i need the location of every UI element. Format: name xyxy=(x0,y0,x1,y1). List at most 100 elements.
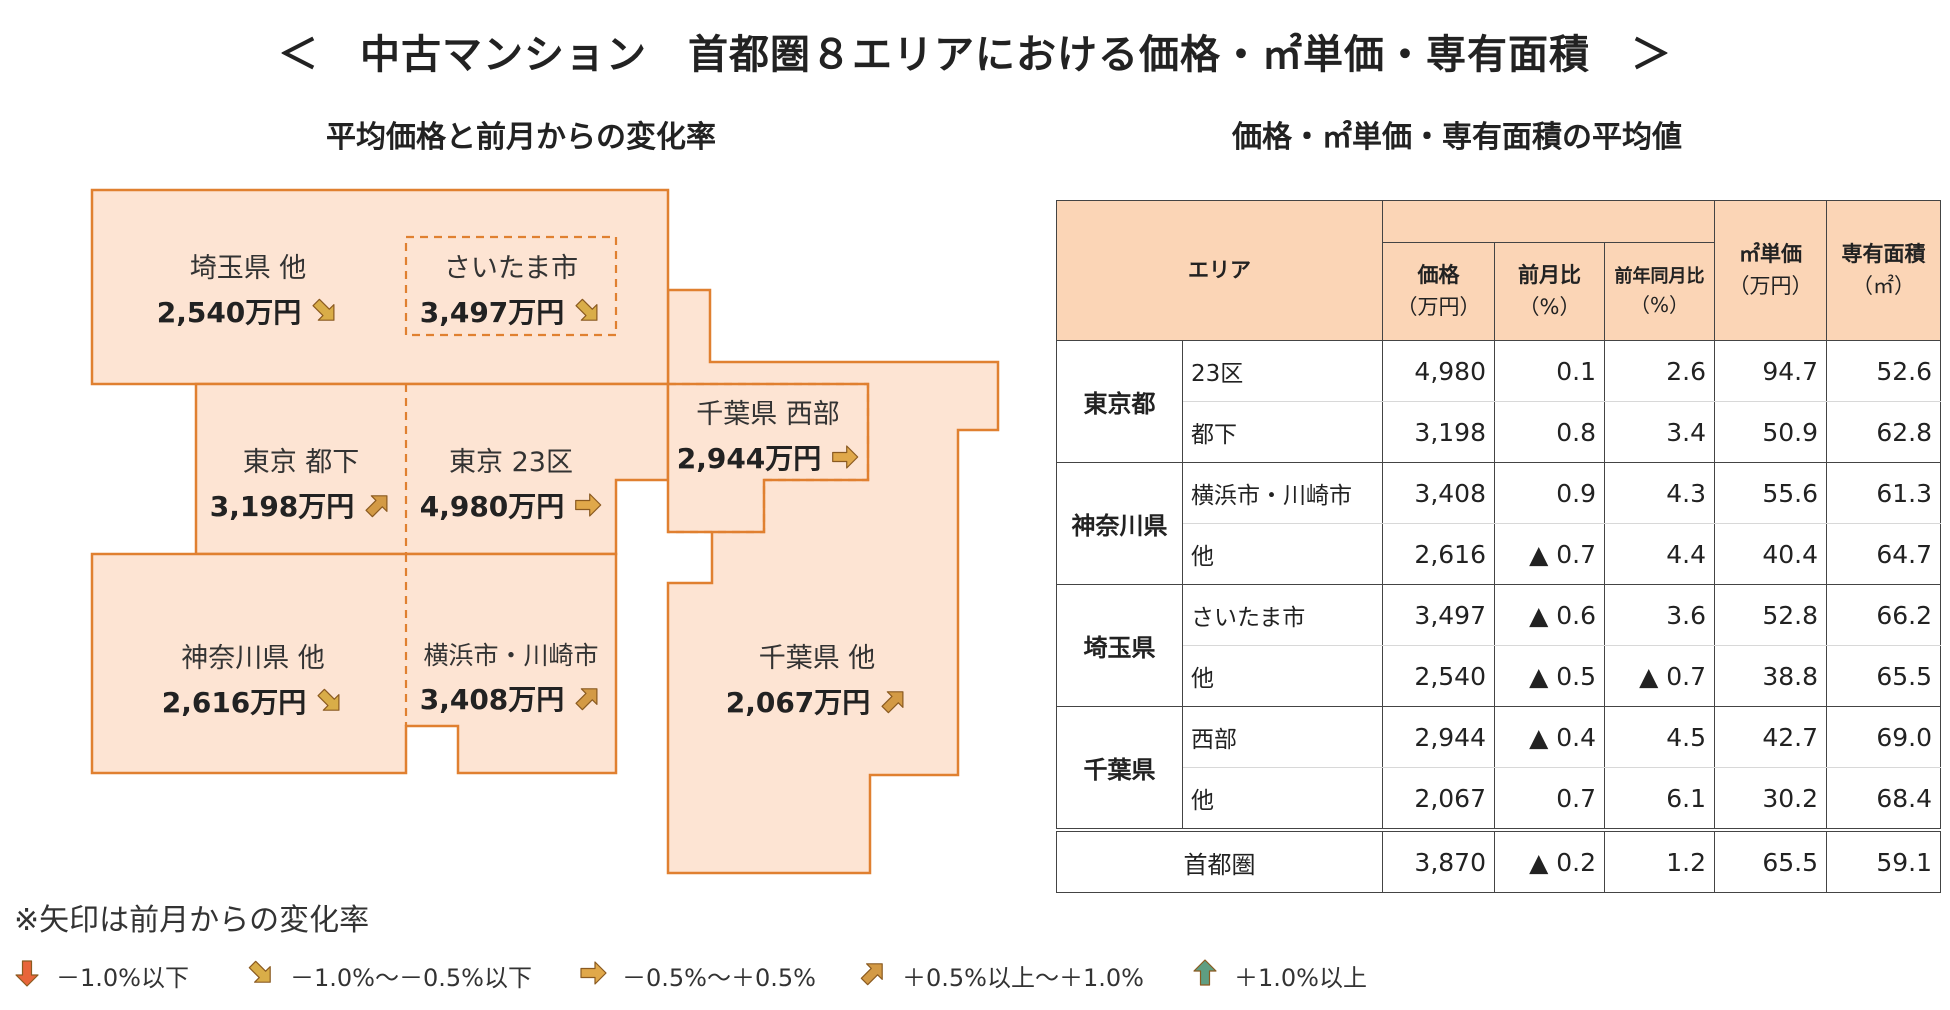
arrow-up-icon xyxy=(1190,958,1220,992)
total-yoy-cell: 1.2 xyxy=(1603,828,1716,893)
main-title: ＜ 中古マンション 首都圏８エリアにおける価格・㎡単価・専有面積 ＞ xyxy=(278,32,1672,78)
area-cell: 64.7 xyxy=(1826,523,1942,585)
arrow-up-right-icon xyxy=(878,686,908,723)
table-row: 他 2,540 ▲ 0.5 ▲ 0.7 38.8 65.5 xyxy=(1057,645,1942,707)
mom-cell: 0.9 xyxy=(1494,462,1605,524)
mom-cell: ▲ 0.6 xyxy=(1494,584,1605,646)
area-name-cell: 23区 xyxy=(1182,340,1383,402)
legend-label: ＋1.0%以上 xyxy=(1234,963,1367,992)
unit-price-cell: 94.7 xyxy=(1714,340,1828,402)
price-cell: 2,540 xyxy=(1382,645,1495,707)
legend-label: ＋0.5%以上～＋1.0% xyxy=(902,963,1144,992)
area-price: 3,198万円 xyxy=(209,490,355,523)
price-cell: 2,067 xyxy=(1382,767,1495,831)
legend-item-up: ＋1.0%以上 xyxy=(1190,955,1367,995)
table-row: 東京都 23区 4,980 0.1 2.6 94.7 52.6 xyxy=(1056,340,1942,463)
map-area-saitama-other: 埼玉県 他 2,540万円 xyxy=(157,246,340,333)
yoy-cell: ▲ 0.7 xyxy=(1603,645,1716,707)
total-mom-cell: ▲ 0.2 xyxy=(1494,828,1605,893)
arrow-right-icon xyxy=(829,442,859,479)
area-price: 2,944万円 xyxy=(676,442,822,475)
arrow-up-right-icon xyxy=(362,490,392,527)
arrow-down-right-icon xyxy=(309,296,339,333)
map-area-chiba-west: 千葉県 西部 2,944万円 xyxy=(677,392,860,479)
total-area-cell: 59.1 xyxy=(1826,828,1942,893)
area-name-cell: 横浜市・川崎市 xyxy=(1182,462,1383,524)
area-price: 3,408万円 xyxy=(419,683,565,716)
yoy-cell: 6.1 xyxy=(1603,767,1716,831)
price-cell: 3,198 xyxy=(1382,401,1495,463)
data-table: エリア ㎡単価 （万円） 専有面積 （㎡） 価格 （万円） 前月比 （%） 前年同月比（… xyxy=(1056,200,1942,893)
total-label-cell: 首都圏 xyxy=(1056,828,1383,893)
mom-cell: ▲ 0.4 xyxy=(1494,706,1605,768)
total-unit-price-cell: 65.5 xyxy=(1714,828,1828,893)
map-area-tokyo-outer: 東京 都下 3,198万円 xyxy=(210,440,393,527)
price-cell: 2,616 xyxy=(1382,523,1495,585)
arrow-right-icon xyxy=(578,958,608,992)
area-price: 2,616万円 xyxy=(161,686,307,719)
pref-cell: 埼玉県 xyxy=(1056,584,1183,707)
area-name-cell: 他 xyxy=(1182,645,1383,707)
area-name-cell: 都下 xyxy=(1182,401,1383,463)
map-subtitle: 平均価格と前月からの変化率 xyxy=(326,120,716,155)
pref-cell: 神奈川県 xyxy=(1056,462,1183,585)
legend-item-down-slight: －1.0%～－0.5%以下 xyxy=(246,955,532,995)
arrow-down-right-icon xyxy=(314,686,344,723)
area-name-cell: さいたま市 xyxy=(1182,584,1383,646)
mom-cell: 0.1 xyxy=(1494,340,1605,402)
header-area-size: 専有面積 （㎡） xyxy=(1826,200,1942,341)
area-cell: 61.3 xyxy=(1826,462,1942,524)
header-mom: 前月比 （%） xyxy=(1494,242,1605,341)
area-name: さいたま市 xyxy=(443,253,579,284)
area-name-cell: 他 xyxy=(1182,523,1383,585)
area-name: 東京 23区 xyxy=(449,447,573,478)
total-price-cell: 3,870 xyxy=(1382,828,1495,893)
arrow-up-right-icon xyxy=(858,958,888,992)
header-price-group xyxy=(1381,200,1716,243)
map-area-tokyo-23: 東京 23区 4,980万円 xyxy=(420,440,603,527)
yoy-cell: 4.5 xyxy=(1603,706,1716,768)
area-name: 横浜市・川崎市 xyxy=(423,641,599,670)
table-row: 他 2,067 0.7 6.1 30.2 68.4 xyxy=(1057,767,1942,831)
table-row: 神奈川県 横浜市・川崎市 3,408 0.9 4.3 55.6 61.3 xyxy=(1056,462,1942,585)
table-row: 都下 3,198 0.8 3.4 50.9 62.8 xyxy=(1057,401,1942,463)
area-name: 千葉県 他 xyxy=(758,643,876,674)
unit-price-cell: 50.9 xyxy=(1714,401,1828,463)
unit-price-cell: 52.8 xyxy=(1714,584,1828,646)
area-cell: 69.0 xyxy=(1826,706,1942,768)
table-row-total: 首都圏 3,870 ▲ 0.2 1.2 65.5 59.1 xyxy=(1056,828,1942,893)
area-cell: 66.2 xyxy=(1826,584,1942,646)
legend-item-flat: －0.5%～＋0.5% xyxy=(578,955,816,995)
region-kanagawa-shape xyxy=(90,552,618,775)
header-price: 価格 （万円） xyxy=(1382,242,1495,341)
area-cell: 62.8 xyxy=(1826,401,1942,463)
region-map xyxy=(90,188,1000,875)
table-row: 他 2,616 ▲ 0.7 4.4 40.4 64.7 xyxy=(1057,523,1942,585)
arrow-right-icon xyxy=(572,490,602,527)
mom-cell: 0.7 xyxy=(1494,767,1605,831)
map-area-saitama-city: さいたま市 3,497万円 xyxy=(420,246,603,333)
header-unit-price: ㎡単価 （万円） xyxy=(1714,200,1828,341)
price-cell: 4,980 xyxy=(1382,340,1495,402)
arrow-down-right-icon xyxy=(246,958,276,992)
pref-cell: 千葉県 xyxy=(1056,706,1183,831)
arrow-up-right-icon xyxy=(572,683,602,720)
yoy-cell: 4.3 xyxy=(1603,462,1716,524)
area-price: 3,497万円 xyxy=(419,296,565,329)
map-area-chiba-other: 千葉県 他 2,067万円 xyxy=(726,636,909,723)
footnote: ※矢印は前月からの変化率 xyxy=(14,903,370,938)
mom-cell: ▲ 0.7 xyxy=(1494,523,1605,585)
area-cell: 68.4 xyxy=(1826,767,1942,831)
yoy-cell: 2.6 xyxy=(1603,340,1716,402)
saitama-city-dashed-border xyxy=(404,235,618,337)
region-chiba-other-shape xyxy=(666,288,1000,875)
area-price: 4,980万円 xyxy=(419,490,565,523)
area-name: 千葉県 西部 xyxy=(696,399,840,430)
area-name: 東京 都下 xyxy=(242,447,360,478)
price-cell: 3,497 xyxy=(1382,584,1495,646)
table-row: 千葉県 西部 2,944 ▲ 0.4 4.5 42.7 69.0 xyxy=(1056,706,1942,831)
unit-price-cell: 38.8 xyxy=(1714,645,1828,707)
arrow-down-right-icon xyxy=(572,296,602,333)
area-price: 2,540万円 xyxy=(156,296,302,329)
header-area: エリア xyxy=(1056,200,1383,341)
